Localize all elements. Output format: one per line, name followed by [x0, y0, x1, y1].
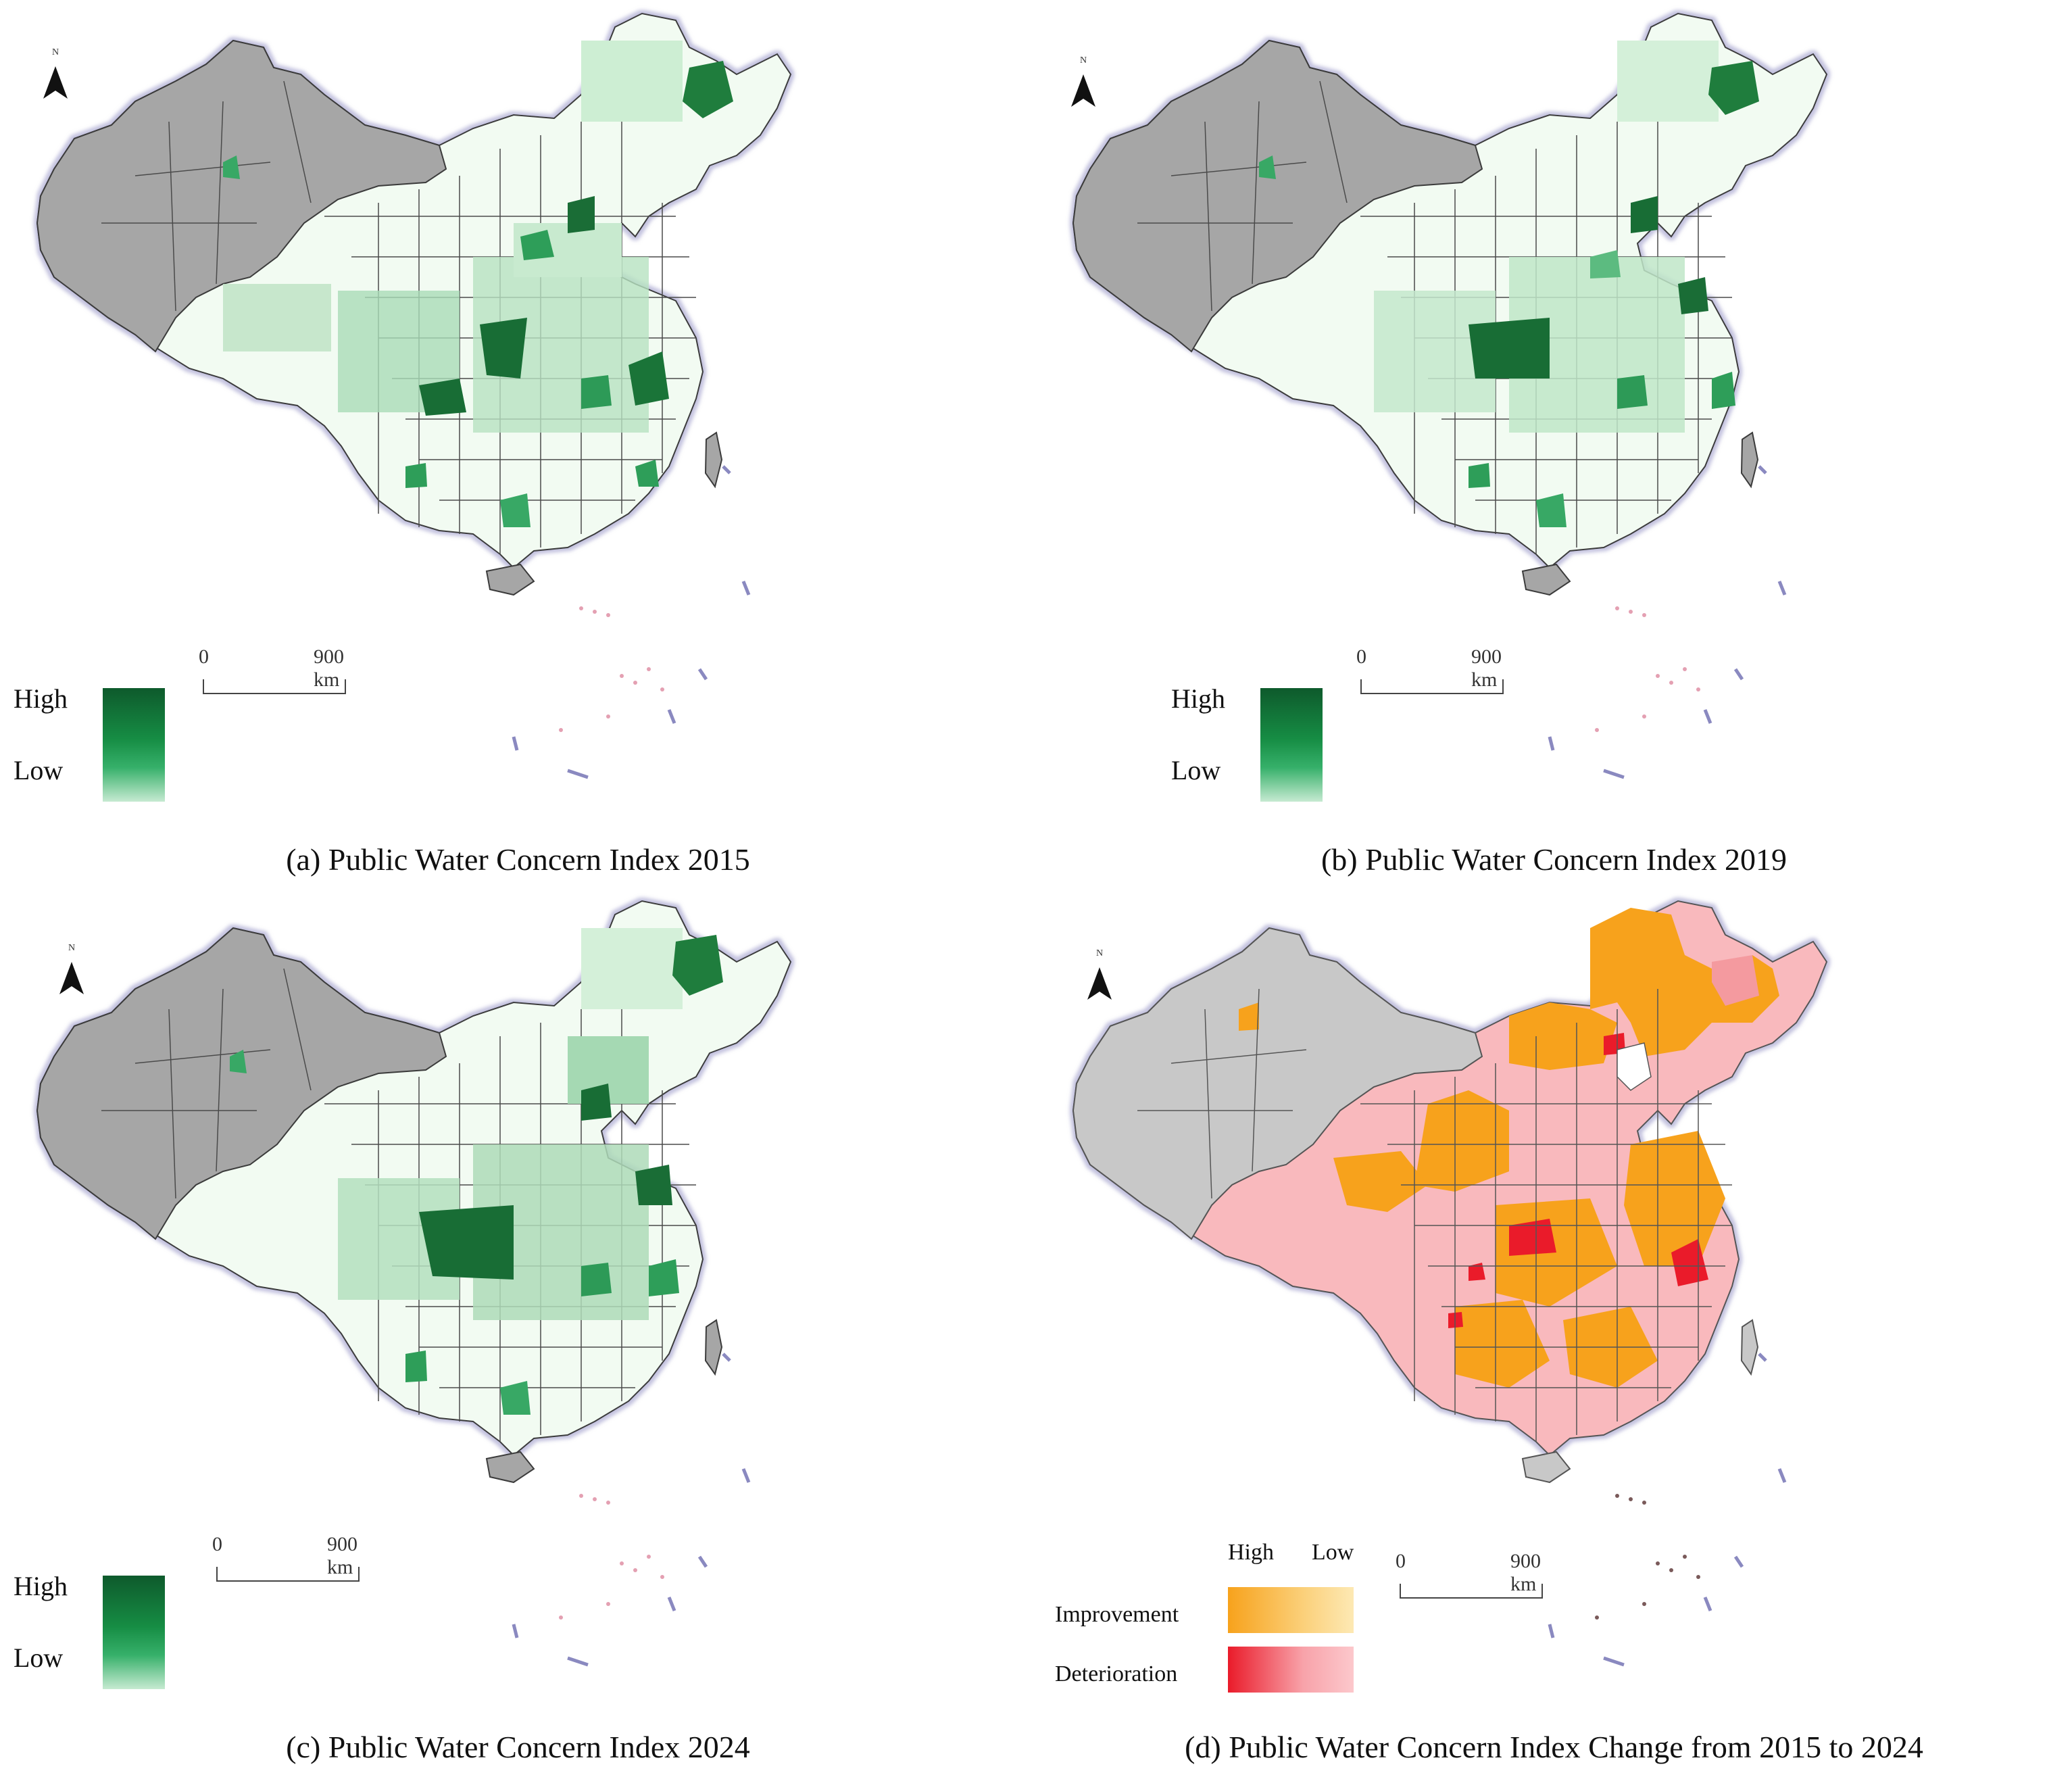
scale-bar-line	[216, 1567, 360, 1582]
scale-end-label: 900 km	[327, 1533, 357, 1578]
north-arrow: N	[35, 47, 76, 115]
legend-high-label: High	[14, 683, 68, 714]
scale-start-label: 0	[199, 646, 209, 668]
north-arrow: N	[1063, 55, 1104, 123]
legend-high-label: High	[1171, 683, 1225, 714]
scale-bar-line	[1360, 679, 1504, 694]
scale-start-label: 0	[1356, 646, 1366, 668]
legend-low-label: Low	[1312, 1540, 1354, 1565]
scale-bar: 0 900 km	[1396, 1550, 1571, 1604]
legend-improvement-ramp	[1228, 1587, 1354, 1633]
north-arrow: N	[1079, 948, 1120, 1016]
legend-high-label: High	[1228, 1540, 1274, 1565]
legend-color-ramp	[103, 688, 165, 802]
scale-bar-line	[203, 679, 346, 694]
legend-low-label: Low	[14, 755, 64, 785]
legend-deterioration-label: Deterioration	[1055, 1661, 1178, 1686]
change-map	[1072, 900, 1827, 1667]
caption: (a) Public Water Concern Index 2015	[286, 842, 750, 877]
panel-c: N High Low 0 900 km (c) Public Water Con…	[0, 888, 1036, 1775]
scale-start-label: 0	[212, 1533, 222, 1555]
north-arrow: N	[51, 943, 92, 1011]
scale-end-label: 900 km	[314, 646, 344, 691]
caption: (b) Public Water Concern Index 2019	[1321, 842, 1787, 877]
legend-deterioration-ramp	[1228, 1647, 1354, 1693]
legend-improvement-label: Improvement	[1055, 1602, 1179, 1627]
choropleth-map	[36, 900, 791, 1667]
choropleth-map	[1072, 13, 1827, 779]
north-arrow-icon	[59, 962, 84, 994]
legend-low-label: Low	[14, 1643, 64, 1673]
north-label: N	[51, 47, 59, 57]
scale-bar: 0 900 km	[1356, 646, 1532, 700]
scale-start-label: 0	[1396, 1550, 1406, 1572]
panel-d: N High Low Improvement Deterioration 0 9…	[1036, 888, 2072, 1775]
north-label: N	[68, 943, 76, 953]
north-arrow-icon	[1071, 74, 1095, 107]
north-arrow-icon	[43, 66, 68, 99]
choropleth-map	[36, 13, 791, 779]
legend-low-label: Low	[1171, 755, 1221, 785]
scale-end-label: 900 km	[1510, 1550, 1541, 1595]
north-label: N	[1079, 55, 1087, 66]
scale-bar: 0 900 km	[212, 1533, 388, 1587]
panel-a: N High Low 0 900 km (a) Public Water Con…	[0, 0, 1036, 888]
scale-end-label: 900 km	[1471, 646, 1502, 691]
scale-bar-line	[1400, 1584, 1543, 1599]
legend-high-label: High	[14, 1571, 68, 1601]
caption: (c) Public Water Concern Index 2024	[286, 1730, 750, 1764]
legend-color-ramp	[1260, 688, 1323, 802]
panel-b: N High Low 0 900 km (b) Public Water Con…	[1036, 0, 2072, 888]
north-arrow-icon	[1087, 967, 1112, 1000]
north-label: N	[1095, 948, 1104, 958]
caption: (d) Public Water Concern Index Change fr…	[1185, 1730, 1923, 1764]
legend-color-ramp	[103, 1576, 165, 1689]
scale-bar: 0 900 km	[199, 646, 374, 700]
